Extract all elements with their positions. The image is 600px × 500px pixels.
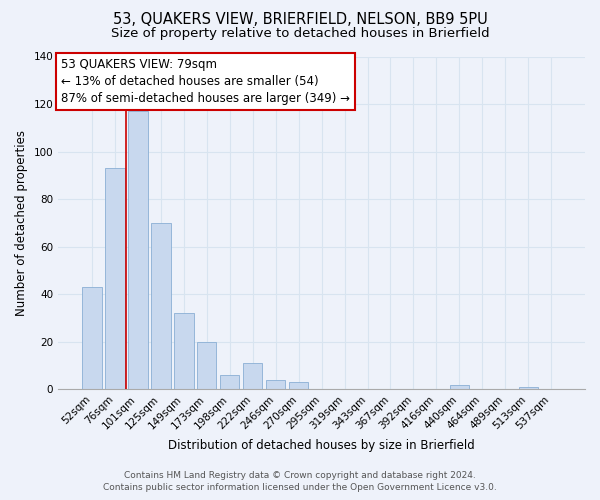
Text: 53 QUAKERS VIEW: 79sqm
← 13% of detached houses are smaller (54)
87% of semi-det: 53 QUAKERS VIEW: 79sqm ← 13% of detached… [61,58,350,105]
X-axis label: Distribution of detached houses by size in Brierfield: Distribution of detached houses by size … [168,440,475,452]
Y-axis label: Number of detached properties: Number of detached properties [15,130,28,316]
Text: Contains HM Land Registry data © Crown copyright and database right 2024.
Contai: Contains HM Land Registry data © Crown c… [103,471,497,492]
Text: 53, QUAKERS VIEW, BRIERFIELD, NELSON, BB9 5PU: 53, QUAKERS VIEW, BRIERFIELD, NELSON, BB… [113,12,487,28]
Bar [151,223,170,390]
Bar [82,287,101,390]
Text: Size of property relative to detached houses in Brierfield: Size of property relative to detached ho… [110,28,490,40]
Bar [289,382,308,390]
Bar [174,314,194,390]
Bar [128,111,148,390]
Bar [518,387,538,390]
Bar [220,375,239,390]
Bar [105,168,125,390]
Bar [197,342,217,390]
Bar [449,384,469,390]
Bar [266,380,286,390]
Bar [243,364,262,390]
